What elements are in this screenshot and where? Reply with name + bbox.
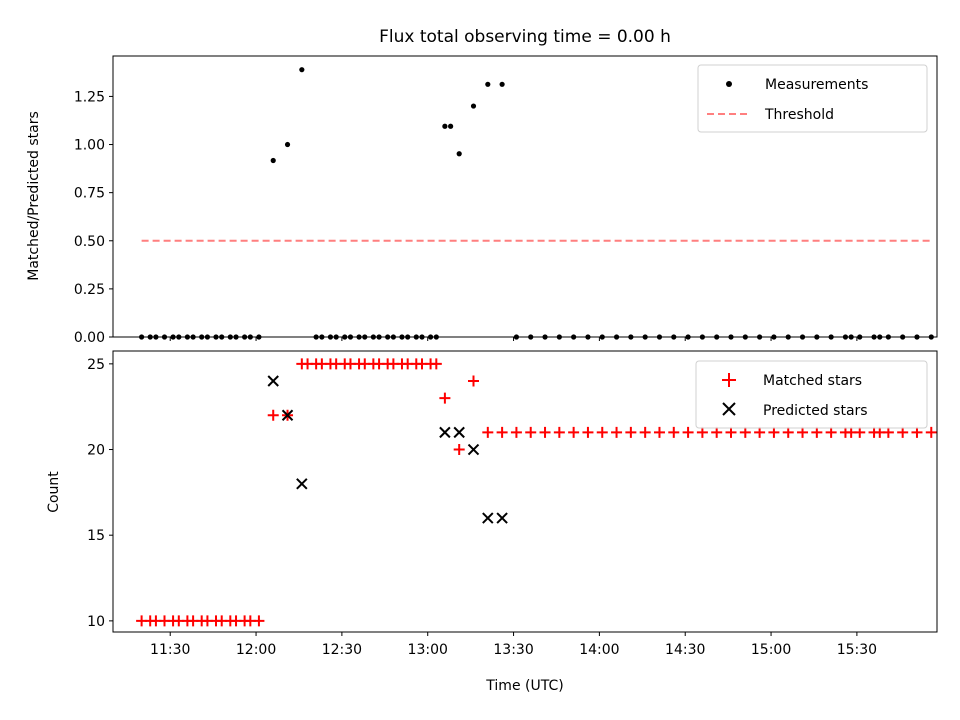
y-tick-label: 0.00 — [74, 330, 105, 346]
measurement-point — [499, 81, 505, 87]
measurement-point — [470, 103, 477, 109]
matched-star-point — [453, 444, 465, 456]
predicted-star-point — [281, 409, 294, 421]
matched-star-point — [582, 426, 594, 438]
legend-matched-marker — [722, 373, 736, 387]
x-tick-label: 14:30 — [665, 642, 705, 658]
matched-star-point — [768, 426, 780, 438]
legend-predicted-marker — [722, 402, 736, 416]
matched-star-point — [568, 426, 580, 438]
matched-star-point — [596, 426, 608, 438]
matched-star-point — [468, 375, 479, 387]
measurement-point — [448, 123, 454, 129]
measurement-point — [442, 123, 448, 129]
measurement-point — [284, 141, 291, 148]
x-tick-label: 12:00 — [236, 642, 276, 658]
measurement-point — [270, 157, 276, 164]
y-tick-label: 0.50 — [74, 234, 105, 250]
matched-star-point — [653, 426, 665, 438]
matched-star-point — [811, 426, 823, 438]
matched-star-point — [539, 426, 551, 438]
legend-matched-label: Matched stars — [763, 373, 862, 389]
x-tick-label: 15:00 — [751, 642, 791, 658]
top-legend-box — [697, 64, 928, 133]
matched-star-point — [711, 426, 723, 438]
measurement-point — [485, 81, 491, 87]
matched-star-point — [882, 426, 894, 438]
y-tick-label: 0.25 — [74, 282, 105, 298]
predicted-star-point — [482, 512, 494, 524]
matched-star-point — [639, 426, 651, 438]
legend-measurements-marker — [726, 81, 732, 87]
top-y-ticks: 0.00 0.25 0.50 0.75 1.00 1.25 — [74, 89, 113, 346]
x-tick-label: 13:00 — [408, 642, 448, 658]
top-panel: 0.00 0.25 0.50 0.75 1.00 1.25 Matched/Predict… — [26, 55, 938, 346]
measurement-point — [456, 151, 462, 157]
matched-star-point — [897, 426, 909, 438]
x-tick-label: 11:30 — [150, 642, 190, 658]
y-tick-label: 1.00 — [74, 138, 105, 154]
bottom-plot-area — [136, 358, 937, 627]
x-tick-label: 12:30 — [322, 642, 362, 658]
matched-star-point — [668, 426, 680, 438]
x-tick-label: 14:00 — [579, 642, 619, 658]
chart-title: Flux total observing time = 0.00 h — [379, 27, 671, 47]
y-tick-label: 0.75 — [74, 186, 105, 202]
bottom-legend-box — [695, 360, 928, 429]
matched-star-point — [253, 615, 265, 627]
matched-star-point — [825, 426, 837, 438]
matched-star-point — [267, 409, 279, 421]
y-tick-label: 10 — [87, 614, 105, 630]
matched-star-point — [739, 426, 751, 438]
matched-star-point — [611, 426, 623, 438]
predicted-star-point — [496, 512, 508, 524]
y-tick-label: 1.25 — [74, 89, 105, 105]
predicted-star-point — [467, 443, 480, 456]
matched-star-point — [439, 392, 451, 404]
matched-star-point — [696, 426, 708, 438]
matched-star-point — [854, 426, 866, 438]
legend-threshold-label: Threshold — [764, 107, 834, 123]
y-tick-label: 15 — [87, 528, 105, 544]
matched-star-point — [797, 426, 809, 438]
x-tick-label: 15:30 — [837, 642, 877, 658]
legend-predicted-label: Predicted stars — [763, 403, 868, 419]
x-axis-label: Time (UTC) — [485, 678, 563, 694]
matched-star-point — [911, 426, 923, 438]
bottom-y-axis-label: Count — [46, 471, 62, 513]
legend-measurements-label: Measurements — [765, 77, 868, 93]
top-legend: Measurements Threshold — [697, 64, 928, 133]
matched-star-point — [725, 426, 737, 438]
predicted-star-point — [453, 426, 465, 439]
predicted-star-point — [439, 426, 451, 439]
matched-star-point — [925, 426, 937, 438]
matched-star-point — [510, 426, 522, 438]
matched-star-point — [482, 426, 494, 438]
matched-star-point — [682, 426, 694, 438]
bottom-y-ticks: 10 15 20 25 — [87, 357, 113, 630]
matched-star-point — [525, 426, 537, 438]
matched-star-point — [430, 358, 442, 370]
bottom-legend: Matched stars Predicted stars — [695, 360, 928, 429]
top-y-axis-label: Matched/Predicted stars — [26, 111, 42, 281]
bottom-axes-frame — [112, 350, 938, 633]
top-axes-frame — [112, 55, 938, 338]
matched-star-point — [782, 426, 794, 438]
matched-star-point — [553, 426, 565, 438]
y-tick-label: 25 — [87, 357, 105, 373]
x-tick-label: 13:30 — [493, 642, 533, 658]
y-tick-label: 20 — [87, 443, 105, 459]
measurement-point — [299, 67, 305, 73]
predicted-star-point — [296, 478, 308, 490]
matched-star-point — [625, 426, 637, 438]
predicted-star-point — [267, 375, 279, 387]
matched-star-point — [496, 426, 508, 438]
matched-star-point — [754, 426, 766, 438]
x-ticks: 11:30 12:00 12:30 13:00 13:30 14:00 14:30 15:00… — [150, 337, 877, 658]
